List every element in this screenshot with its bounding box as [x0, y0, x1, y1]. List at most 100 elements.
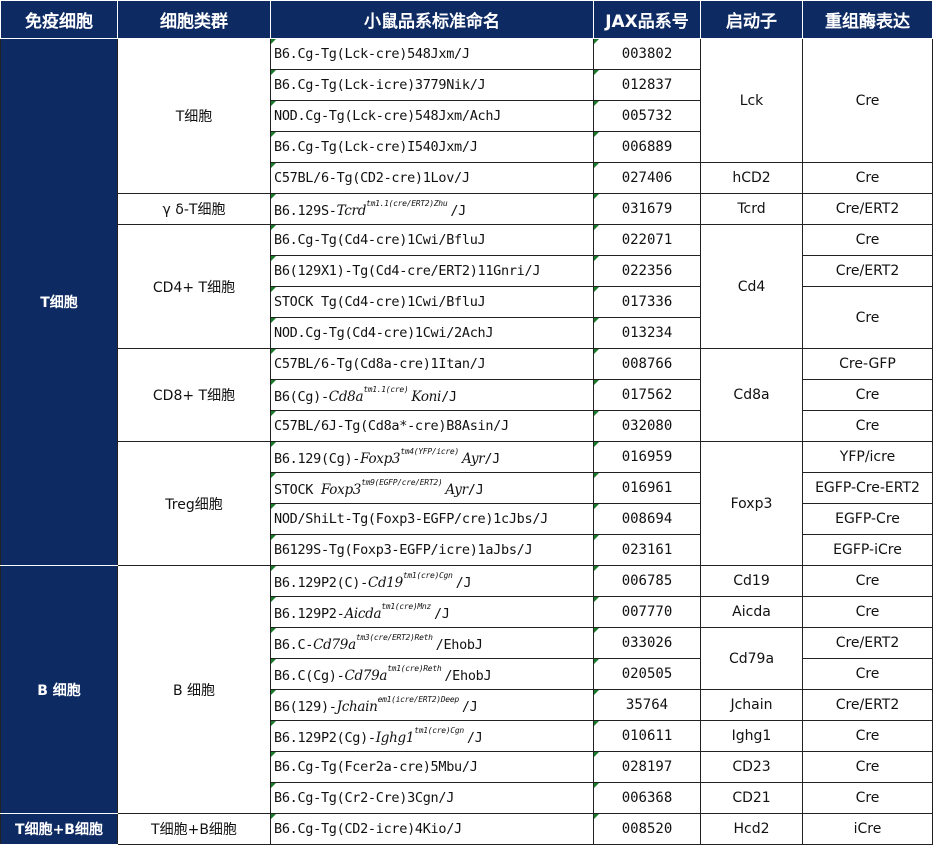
strain-prefix: B6.C-: [274, 637, 314, 653]
strain-name: NOD.Cg-Tg(Cd4-cre)1Cwi/2AchJ: [270, 317, 594, 349]
header-jax-number: JAX品系号: [593, 0, 701, 39]
promoter: Tcrd: [700, 193, 803, 225]
promoter: Cd8a: [700, 348, 803, 442]
cell-group: CD4+ T细胞: [117, 224, 271, 349]
table-row: B6129S-Tg(Foxp3-EGFP/icre)1aJbs/J 023161 E…: [1, 534, 933, 566]
recombinase: Cre: [802, 38, 933, 163]
strain-suffix: /J: [484, 451, 500, 467]
strain-prefix: B6.129P2(Cg)-: [274, 730, 376, 746]
jax-number: 032080: [593, 410, 701, 442]
table-row: NOD.Cg-Tg(Cd4-cre)1Cwi/2AchJ 013234: [1, 317, 933, 349]
strain-gene: Jchain: [336, 699, 378, 715]
strain-name: B6(129X1)-Tg(Cd4-cre/ERT2)11Gnri/J: [270, 255, 594, 287]
jax-number: 023161: [593, 534, 701, 566]
strain-prefix: NOD.Cg-Tg(Lck-cre)548Jxm/AchJ: [274, 108, 502, 124]
header-recombinase: 重组酶表达: [802, 0, 933, 39]
promoter: Hcd2: [700, 813, 803, 845]
recombinase: iCre: [802, 813, 933, 845]
table-row: B6.Cg-Tg(Lck-icre)3779Nik/J 012837: [1, 69, 933, 101]
recombinase: YFP/icre: [802, 441, 933, 473]
table-row: CD4+ T细胞 B6.Cg-Tg(Cd4-cre)1Cwi/BfluJ 02207…: [1, 224, 933, 349]
strain-name: C57BL/6J-Tg(Cd8a*-cre)B8Asin/J: [270, 410, 594, 442]
recombinase: Cre: [802, 224, 933, 256]
promoter: CD23: [700, 751, 803, 783]
strain-prefix: B6.Cg-Tg(Cd4-cre)1Cwi/BfluJ: [274, 232, 486, 248]
table-row: B6.Cg-Tg(Fcer2a-cre)5Mbu/J 028197 CD23 Cre: [1, 751, 933, 783]
strain-prefix: C57BL/6J-Tg(Cd8a*-cre)B8Asin/J: [274, 418, 509, 434]
strain-allele: tm1(cre)Mnz: [381, 602, 431, 611]
strain-prefix: B6(Cg)-: [274, 389, 329, 405]
strain-allele: tm3(cre/ERT2)Reth: [355, 633, 433, 642]
strain-name: B6.Cg-Tg(Lck-icre)3779Nik/J: [270, 69, 594, 101]
table-row: Treg细胞 B6.129(Cg)-Foxp3tm4(YFP/icre) Ayr/J…: [1, 441, 933, 566]
strain-suffix: /J: [455, 575, 472, 591]
strain-name: NOD.Cg-Tg(Lck-cre)548Jxm/AchJ: [270, 100, 594, 132]
strain-suffix: /J: [433, 606, 450, 622]
strain-lab-code: Ayr: [445, 482, 468, 498]
strain-prefix: B6.Cg-Tg(Lck-cre)548Jxm/J: [274, 46, 470, 62]
recombinase: Cre: [802, 410, 933, 442]
promoter: hCD2: [700, 162, 803, 194]
strain-prefix: C57BL/6-Tg(CD2-cre)1Lov/J: [274, 170, 470, 186]
promoter: Aicda: [700, 596, 803, 628]
promoter: Lck: [700, 38, 803, 163]
header-immune-cell: 免疫细胞: [0, 0, 118, 39]
cell-group: T细胞: [117, 38, 271, 194]
strain-allele: tm4(YFP/icre): [400, 447, 459, 456]
table-row: B6(129X1)-Tg(Cd4-cre/ERT2)11Gnri/J 022356…: [1, 255, 933, 287]
recombinase: EGFP-iCre: [802, 534, 933, 566]
table-row: B6.Cg-Tg(Cr2-Cre)3Cgn/J 006368 CD21 Cre: [1, 782, 933, 814]
strain-name: B6.Cg-Tg(Lck-cre)I540Jxm/J: [270, 131, 594, 163]
recombinase: Cre-GFP: [802, 348, 933, 380]
strain-suffix: /J: [450, 203, 466, 219]
strain-prefix: B6.129P2-: [274, 606, 345, 622]
strain-name: B6.Cg-Tg(Fcer2a-cre)5Mbu/J: [270, 751, 594, 783]
jax-number: 017562: [593, 379, 701, 411]
strain-name: B6.Cg-Tg(CD2-icre)4Kio/J: [270, 813, 594, 845]
jax-number: 006889: [593, 131, 701, 163]
jax-number: 033026: [593, 627, 701, 659]
strain-name: NOD/ShiLt-Tg(Foxp3-EGFP/cre)1cJbs/J: [270, 503, 594, 535]
strain-name: STOCK Tg(Cd4-cre)1Cwi/BfluJ: [270, 286, 594, 318]
table-row: B6(129)-Jchainem1(icre/ERT2)Deep/J 35764 J…: [1, 689, 933, 721]
promoter: CD21: [700, 782, 803, 814]
strain-gene: Aicda: [344, 606, 382, 622]
strain-gene: Cd79a: [313, 637, 356, 653]
strain-gene: Cd8a: [328, 389, 364, 405]
strain-allele: tm1(cre)Cgn: [414, 726, 464, 735]
recombinase: Cre: [802, 720, 933, 752]
strain-suffix: /J: [441, 389, 457, 405]
jax-number: 008520: [593, 813, 701, 845]
jax-number: 028197: [593, 751, 701, 783]
strain-name: B6.129P2-Aicdatm1(cre)Mnz/J: [270, 596, 594, 628]
strain-prefix: STOCK Tg(Cd4-cre)1Cwi/BfluJ: [274, 294, 486, 310]
recombinase: Cre/ERT2: [802, 689, 933, 721]
strain-lab-code: Koni: [411, 389, 442, 405]
promoter: Foxp3: [700, 441, 803, 566]
jax-number: 016961: [593, 472, 701, 504]
strain-suffix: /J: [466, 730, 483, 746]
table-row: B6.129P2(Cg)-Ighg1tm1(cre)Cgn/J 010611 Igh…: [1, 720, 933, 752]
jax-number: 031679: [593, 193, 701, 225]
header-row: 免疫细胞 细胞类群 小鼠品系标准命名 JAX品系号 启动子 重组酶表达: [0, 0, 933, 39]
strain-name: B6.129P2(C)-Cd19tm1(cre)Cgn/J: [270, 565, 594, 597]
recombinase: Cre/ERT2: [802, 627, 933, 659]
strain-allele: tm1(cre)Cgn: [402, 571, 453, 580]
strain-allele: tm1.1(cre/ERT2)Zhu: [366, 199, 448, 208]
strain-gene: Tcrd: [336, 203, 367, 219]
promoter: Cd19: [700, 565, 803, 597]
strain-name: B6.Cg-Tg(Lck-cre)548Jxm/J: [270, 38, 594, 70]
jax-number: 022071: [593, 224, 701, 256]
strain-prefix: C57BL/6-Tg(Cd8a-cre)1Itan/J: [274, 356, 486, 372]
header-promoter: 启动子: [700, 0, 803, 39]
table-row: B6.129P2-Aicdatm1(cre)Mnz/J 007770 Aicda Cr…: [1, 596, 933, 628]
recombinase: EGFP-Cre-ERT2: [802, 472, 933, 504]
strain-prefix: B6.Cg-Tg(Fcer2a-cre)5Mbu/J: [274, 759, 478, 775]
promoter: Ighg1: [700, 720, 803, 752]
jax-number: 016959: [593, 441, 701, 473]
recombinase: Cre: [802, 162, 933, 194]
strain-gene: Cd79a: [344, 668, 388, 684]
table-row: γ δ-T细胞 B6.129S-Tcrdtm1.1(cre/ERT2)Zhu/J 0…: [1, 193, 933, 225]
recombinase: Cre: [802, 782, 933, 814]
strain-name: B6.C(Cg)-Cd79atm1(cre)Reth/EhobJ: [270, 658, 594, 690]
